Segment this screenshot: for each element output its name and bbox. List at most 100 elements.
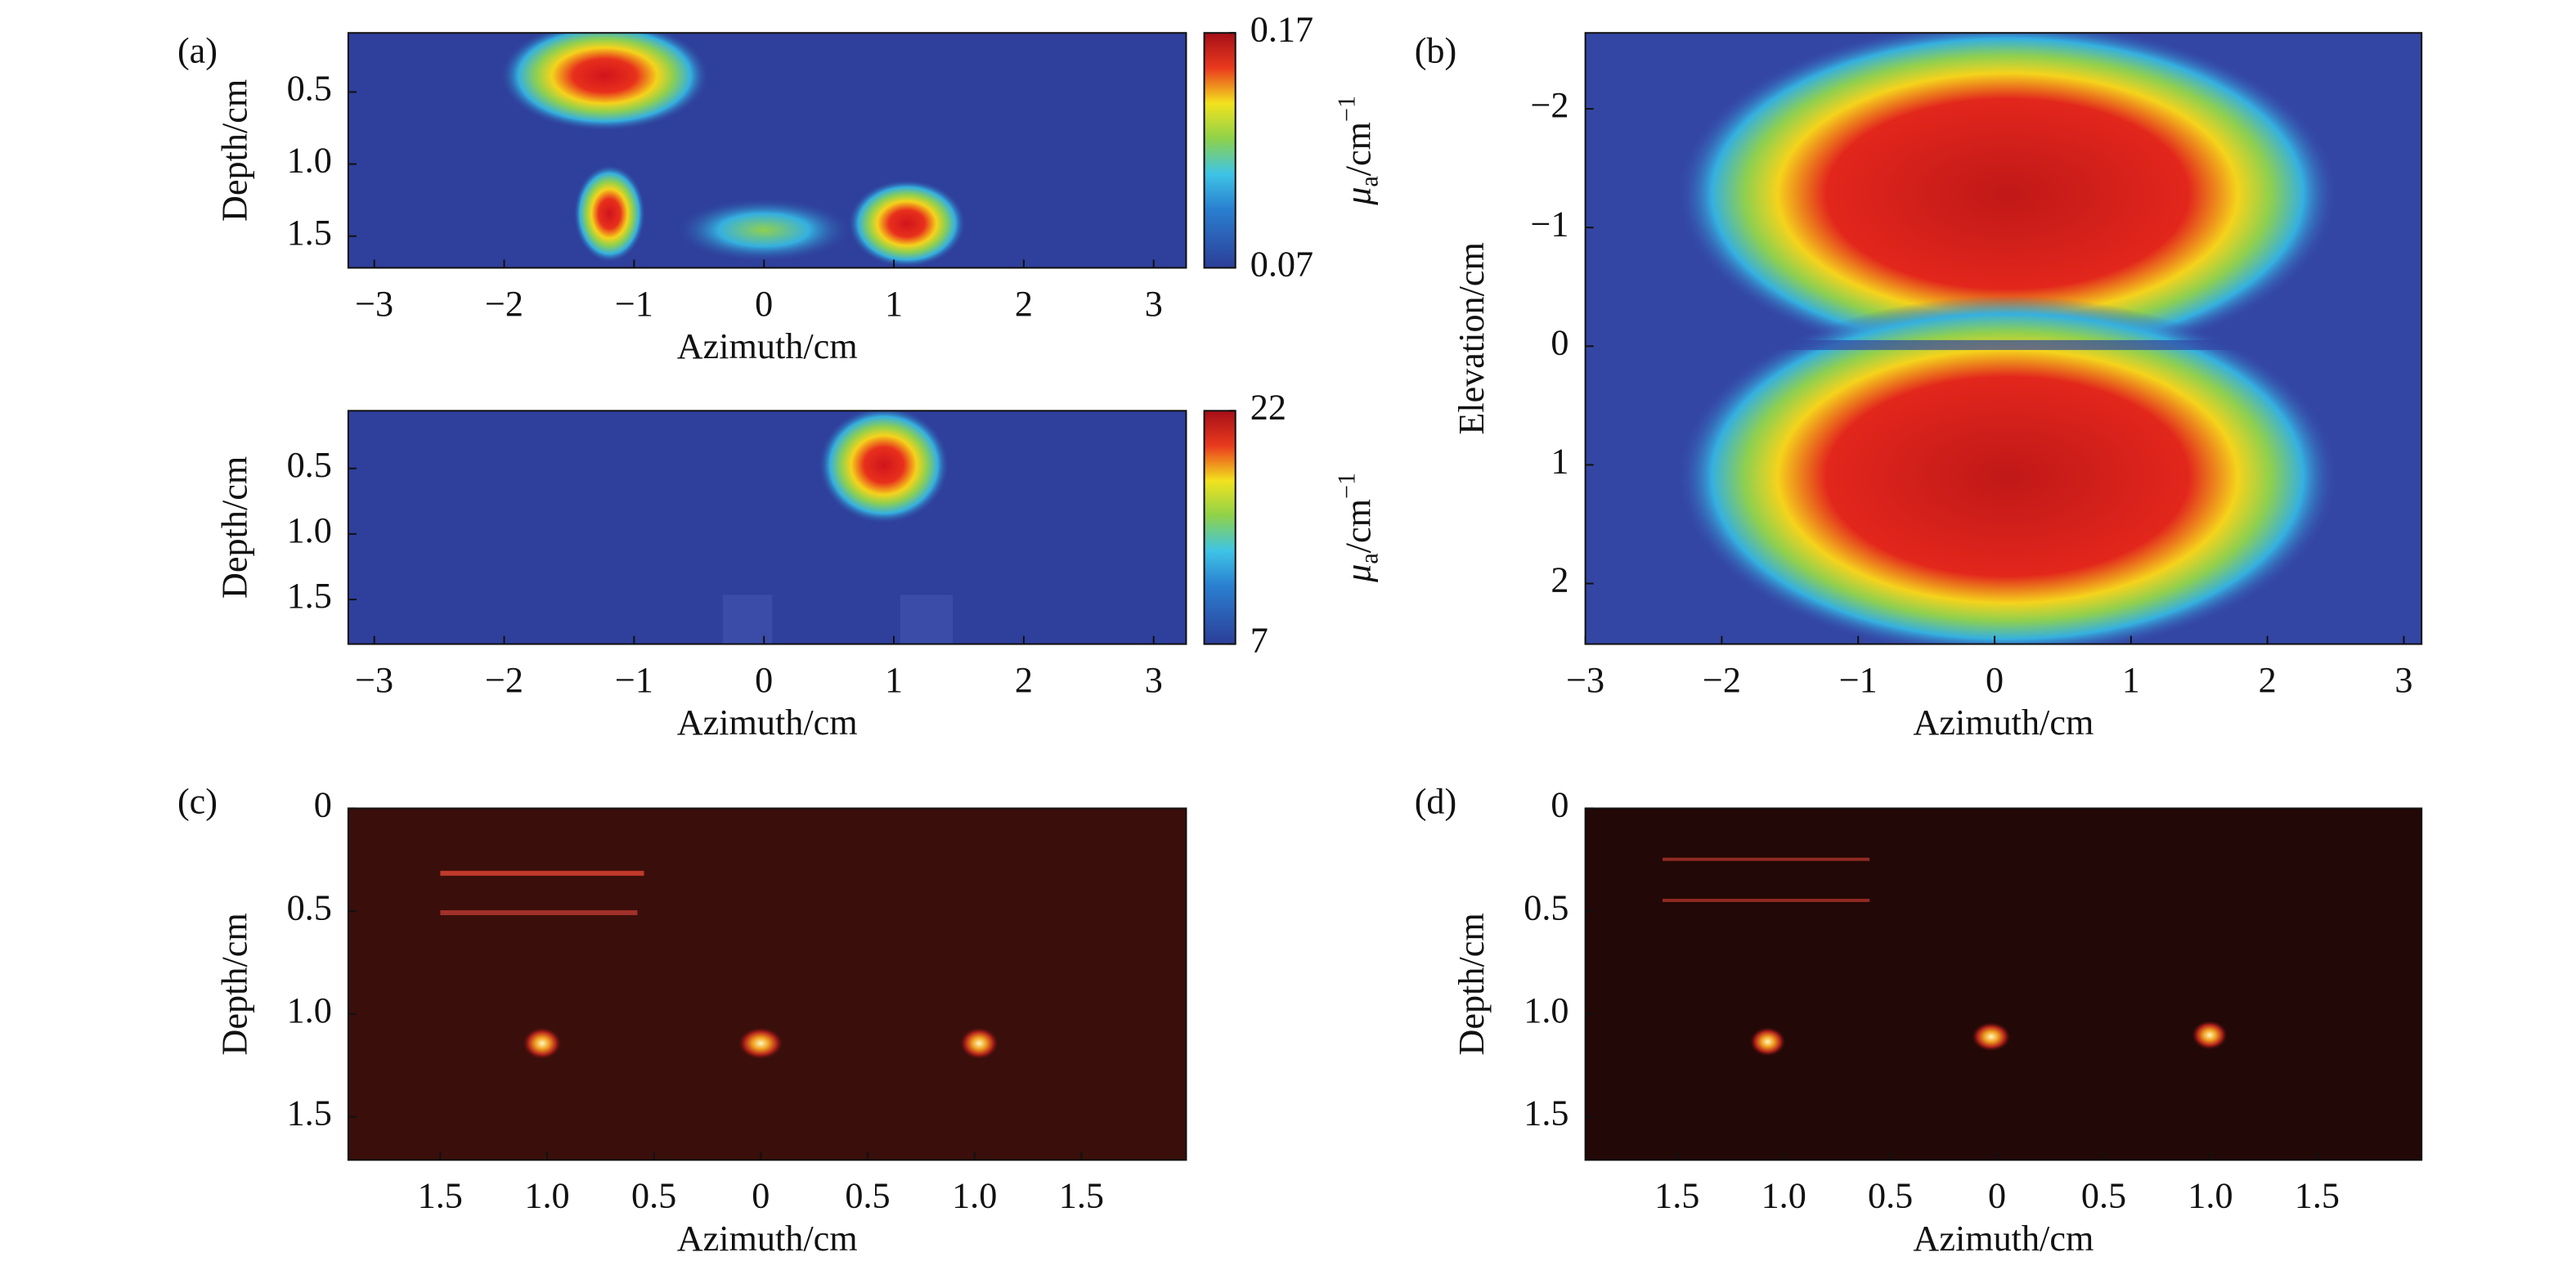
colorbar — [1203, 32, 1236, 269]
x-tick-label: 0 — [755, 660, 773, 700]
x-tick-label: 1 — [885, 284, 903, 324]
heatmap-feature — [738, 1026, 784, 1060]
x-axis-label: Azimuth/cm — [677, 703, 858, 743]
x-tick-label: −1 — [1839, 660, 1878, 700]
heatmap-feature — [440, 870, 644, 876]
colorbar-tick-label: 7 — [1250, 621, 1268, 661]
x-tick-label: 1.0 — [2188, 1176, 2233, 1216]
x-tick-label: 3 — [1145, 660, 1163, 700]
x-tick-label: 0.5 — [631, 1176, 676, 1216]
heatmap-feature — [818, 411, 950, 524]
x-tick-label: 1.5 — [418, 1176, 463, 1216]
y-tick-label: 1.0 — [287, 510, 332, 550]
x-tick-label: 0 — [755, 284, 773, 324]
panel-label: (c) — [177, 782, 218, 822]
x-tick-label: 2 — [2259, 660, 2277, 700]
x-tick-label: 0 — [1986, 660, 2004, 700]
colorbar-tick-label: 0.17 — [1250, 9, 1313, 49]
heatmap-background — [348, 808, 1187, 1161]
colorbar-label-unit: /cm — [1339, 122, 1379, 176]
y-axis-label: Depth/cm — [214, 456, 254, 599]
heatmap-feature — [1679, 295, 2336, 644]
x-tick-label: 2 — [1015, 284, 1033, 324]
x-tick-label: 1.0 — [524, 1176, 569, 1216]
x-tick-label: 1.5 — [1654, 1176, 1699, 1216]
y-tick-label: 1.0 — [1524, 990, 1568, 1030]
plot-frame — [1584, 807, 2423, 1161]
x-tick-label: −3 — [1566, 660, 1604, 700]
heatmap-feature — [847, 179, 967, 268]
heatmap-feature — [1585, 339, 2422, 350]
y-tick-label: 1.0 — [287, 990, 332, 1030]
y-axis-label: Elevation/cm — [1452, 242, 1492, 435]
colorbar-label-exponent: −1 — [1332, 96, 1360, 122]
x-axis-label: Azimuth/cm — [1913, 703, 2094, 743]
plot-frame — [347, 410, 1187, 645]
y-tick-label: 0.5 — [287, 69, 332, 109]
y-tick-label: 0.5 — [1524, 887, 1568, 927]
heatmap-feature — [573, 164, 646, 263]
colorbar-label-subscript: a — [1355, 176, 1383, 186]
x-tick-label: −1 — [615, 660, 653, 700]
heatmap-feature — [959, 1026, 999, 1060]
colorbar-tick-label: 22 — [1250, 387, 1286, 427]
x-axis-label: Azimuth/cm — [677, 1219, 858, 1259]
y-axis-label: Depth/cm — [214, 913, 254, 1055]
heatmap-feature — [900, 595, 954, 644]
colorbar-label: μa/cm−1 — [1332, 473, 1383, 583]
x-tick-label: 0.5 — [1868, 1176, 1913, 1216]
x-tick-label: 0 — [1988, 1176, 2006, 1216]
x-tick-label: −2 — [485, 660, 523, 700]
y-tick-label: 1.5 — [287, 576, 332, 616]
plot-frame — [1584, 32, 2423, 645]
y-axis-label: Depth/cm — [1452, 913, 1492, 1055]
y-tick-label: 1 — [1551, 442, 1568, 482]
x-tick-label: 0.5 — [845, 1176, 890, 1216]
colorbar-label-symbol: μ — [1339, 564, 1379, 583]
colorbar — [1203, 410, 1236, 645]
heatmap — [348, 411, 1187, 644]
colorbar-label-subscript: a — [1355, 553, 1383, 563]
y-tick-label: 0.5 — [287, 445, 332, 485]
x-tick-label: −2 — [1703, 660, 1741, 700]
y-axis-label: Depth/cm — [214, 79, 254, 222]
heatmap-feature — [499, 33, 710, 132]
y-tick-label: 0.5 — [287, 887, 332, 927]
heatmap-feature — [1971, 1021, 2011, 1052]
x-tick-label: 0 — [752, 1176, 770, 1216]
colorbar-label-symbol: μ — [1339, 187, 1379, 206]
y-tick-label: 1.5 — [287, 1093, 332, 1134]
y-tick-label: 0 — [314, 785, 332, 825]
heatmap-feature — [440, 909, 638, 916]
heatmap-background — [1585, 808, 2422, 1161]
y-tick-label: 2 — [1551, 560, 1568, 600]
x-tick-label: 3 — [1145, 284, 1163, 324]
x-tick-label: 1.0 — [1761, 1176, 1806, 1216]
x-tick-label: 1 — [2122, 660, 2140, 700]
x-tick-label: −2 — [485, 284, 523, 324]
y-tick-label: 1.5 — [1524, 1093, 1568, 1134]
plot-frame — [347, 32, 1187, 269]
colorbar-label-exponent: −1 — [1332, 473, 1360, 499]
colorbar-label-unit: /cm — [1339, 499, 1379, 553]
x-tick-label: 1.5 — [1059, 1176, 1104, 1216]
panel-label: (b) — [1415, 30, 1457, 70]
y-tick-label: 1.0 — [287, 141, 332, 181]
heatmap-feature — [2191, 1020, 2228, 1050]
y-tick-label: −1 — [1531, 204, 1569, 244]
colorbar-label: μa/cm−1 — [1332, 96, 1383, 206]
heatmap — [1585, 33, 2422, 644]
x-tick-label: −3 — [355, 660, 393, 700]
heatmap — [348, 808, 1187, 1161]
x-axis-label: Azimuth/cm — [677, 326, 858, 366]
colorbar-tick-label: 0.07 — [1250, 245, 1313, 285]
heatmap-feature — [1663, 898, 1870, 902]
x-tick-label: 1.5 — [2295, 1176, 2340, 1216]
heatmap — [1585, 808, 2422, 1161]
heatmap-feature — [1679, 33, 2336, 366]
x-tick-label: 1.0 — [952, 1176, 997, 1216]
y-tick-label: −2 — [1531, 85, 1569, 125]
panel-label: (a) — [177, 30, 218, 70]
x-tick-label: −3 — [355, 284, 393, 324]
